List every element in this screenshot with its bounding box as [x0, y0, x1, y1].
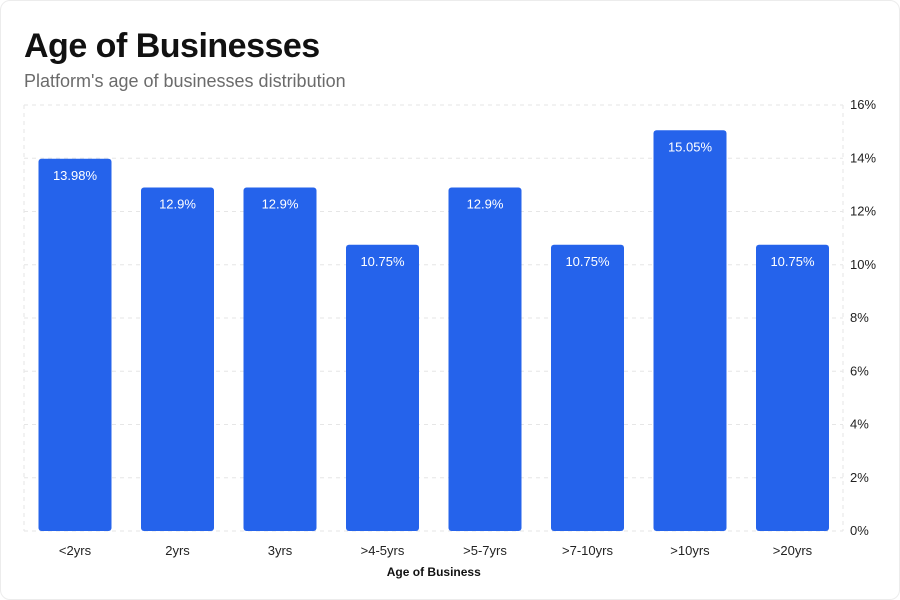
y-tick-label: 16% — [850, 97, 876, 112]
bar — [551, 244, 624, 531]
y-tick-label: 0% — [850, 523, 869, 538]
x-tick-label: 3yrs — [268, 543, 293, 558]
x-axis-ticks: <2yrs 2yrs 3yrs >4-5yrs >5-7yrs >7-10yrs >10yr… — [59, 543, 813, 558]
bar — [448, 187, 522, 531]
bar — [756, 244, 829, 531]
bar-value-label: 12.9% — [159, 197, 196, 212]
bars: 13.98% 12.9% 12.9% 10.75% 12.9% 10.75% 15.05% 1… — [38, 130, 829, 531]
bar-value-label: 12.9% — [467, 197, 504, 212]
y-tick-label: 12% — [850, 204, 876, 219]
y-tick-label: 4% — [850, 417, 869, 432]
bar-value-label: 10.75% — [770, 254, 815, 269]
chart-subtitle: Platform's age of businesses distributio… — [24, 71, 346, 91]
y-tick-label: 2% — [850, 470, 869, 485]
x-tick-label: >10yrs — [670, 543, 710, 558]
bar-value-label: 10.75% — [360, 254, 405, 269]
x-tick-label: >7-10yrs — [562, 543, 613, 558]
y-tick-label: 6% — [850, 363, 869, 378]
bar — [141, 187, 214, 531]
bar-value-label: 15.05% — [668, 139, 713, 154]
x-axis-title: Age of Business — [387, 565, 481, 579]
bar-value-label: 10.75% — [565, 254, 610, 269]
x-tick-label: >5-7yrs — [463, 543, 507, 558]
x-tick-label: >20yrs — [773, 543, 813, 558]
y-tick-label: 14% — [850, 150, 876, 165]
bar-value-label: 13.98% — [53, 168, 98, 183]
y-tick-label: 8% — [850, 310, 869, 325]
y-axis-ticks: 0% 2% 4% 6% 8% 10% 12% 14% 16% — [850, 97, 876, 538]
bar-value-label: 12.9% — [262, 197, 299, 212]
bar — [346, 244, 419, 531]
x-tick-label: <2yrs — [59, 543, 92, 558]
bar — [38, 158, 112, 531]
bar — [653, 130, 727, 531]
x-tick-label: 2yrs — [165, 543, 190, 558]
chart-title: Age of Businesses — [24, 27, 320, 65]
bar — [243, 187, 317, 531]
x-tick-label: >4-5yrs — [361, 543, 405, 558]
y-tick-label: 10% — [850, 257, 876, 272]
